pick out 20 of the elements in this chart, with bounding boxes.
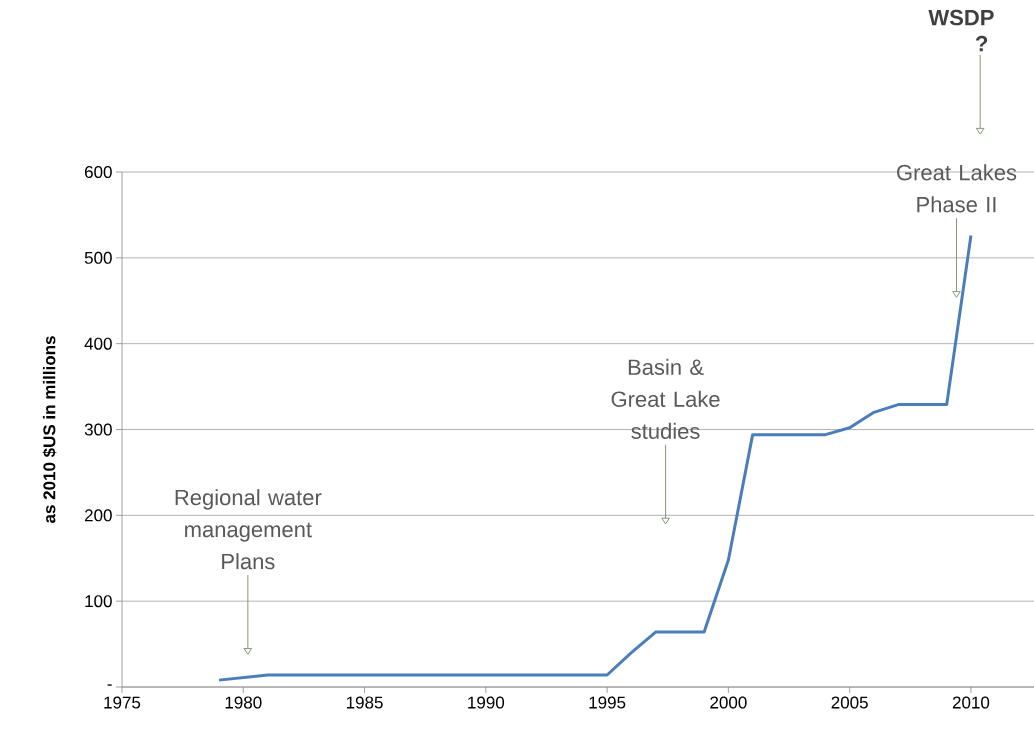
annotation: Basin & Great Lake studies (611, 358, 720, 440)
x-tick-label: 2010 (952, 696, 990, 709)
y-tick-label: 300 (84, 423, 112, 436)
y-axis-title: as 2010 $US in millions (42, 336, 57, 524)
y-tick-label: - (107, 684, 112, 686)
x-tick-label: 1990 (468, 696, 505, 709)
y-tick-label: 500 (84, 251, 112, 264)
y-tick-label: 100 (85, 595, 112, 608)
annotation: Regional water management Plans (175, 489, 322, 570)
x-tick-label: 1975 (104, 696, 141, 709)
x-tick-label: 1985 (346, 696, 383, 709)
annotation: Great Lakes Phase II (897, 164, 1017, 213)
x-tick-label: 2005 (831, 696, 868, 709)
text: WSDP ? (928, 9, 994, 52)
y-tick-label: 600 (84, 165, 112, 179)
x-tick-label: 1995 (589, 696, 626, 709)
x-tick-label: 1980 (225, 696, 262, 709)
y-tick-label: 200 (84, 509, 112, 522)
y-tick-label: 400 (84, 337, 112, 350)
x-tick-label: 2000 (710, 696, 747, 709)
